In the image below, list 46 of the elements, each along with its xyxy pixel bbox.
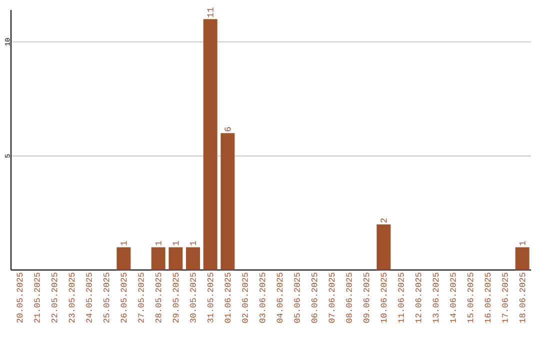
x-tick-label: 11.06.2025 — [398, 272, 404, 323]
x-tick-label: 08.06.2025 — [346, 272, 352, 323]
x-tick-label: 21.05.2025 — [34, 272, 40, 323]
x-tick-label: 17.06.2025 — [502, 272, 508, 323]
data-label: 2 — [380, 218, 387, 223]
x-tick-label: 03.06.2025 — [259, 272, 266, 323]
x-tick-label: 26.05.2025 — [120, 272, 127, 323]
x-tick-label: 24.05.2025 — [86, 272, 92, 323]
bar — [203, 19, 218, 270]
bar — [376, 224, 391, 270]
x-tick-label: 05.06.2025 — [294, 272, 300, 323]
x-tick-label: 06.06.2025 — [311, 272, 318, 323]
x-tick-label: 12.06.2025 — [415, 272, 422, 323]
x-tick-label: 20.05.2025 — [16, 272, 23, 323]
x-tick-label: 13.06.2025 — [432, 272, 439, 323]
x-tick-label: 31.05.2025 — [207, 272, 214, 323]
bar — [168, 247, 183, 270]
x-tick-label: 04.06.2025 — [276, 272, 283, 323]
x-tick-label: 22.05.2025 — [51, 272, 58, 323]
x-tick-label: 14.06.2025 — [450, 272, 456, 323]
x-tick-label: 28.05.2025 — [155, 272, 162, 323]
bar — [186, 247, 200, 270]
data-label: 11 — [207, 8, 214, 18]
x-tick-label: 27.05.2025 — [138, 272, 144, 323]
bar — [116, 247, 131, 270]
x-tick-label: 16.06.2025 — [484, 272, 491, 323]
x-tick-label: 02.06.2025 — [242, 272, 248, 323]
x-tick-label: 25.05.2025 — [103, 272, 110, 323]
x-tick-label: 10.06.2025 — [380, 272, 387, 323]
x-tick-label: 23.05.2025 — [68, 272, 75, 323]
data-label: 1 — [190, 241, 196, 246]
data-label: 1 — [155, 241, 162, 246]
bar — [220, 133, 235, 270]
x-tick-label: 01.06.2025 — [224, 272, 231, 323]
data-label: 1 — [519, 241, 526, 246]
x-tick-label: 07.06.2025 — [328, 272, 335, 323]
bar — [515, 247, 530, 270]
data-label: 1 — [172, 241, 179, 246]
x-tick-label: 09.06.2025 — [363, 272, 370, 323]
bar — [151, 247, 166, 270]
x-tick-label: 18.06.2025 — [519, 272, 526, 323]
data-label: 6 — [224, 127, 231, 132]
x-tick-label: 30.05.2025 — [190, 272, 196, 323]
x-tick-label: 15.06.2025 — [467, 272, 474, 323]
x-tick-label: 29.05.2025 — [172, 272, 179, 323]
data-label: 1 — [120, 241, 127, 246]
